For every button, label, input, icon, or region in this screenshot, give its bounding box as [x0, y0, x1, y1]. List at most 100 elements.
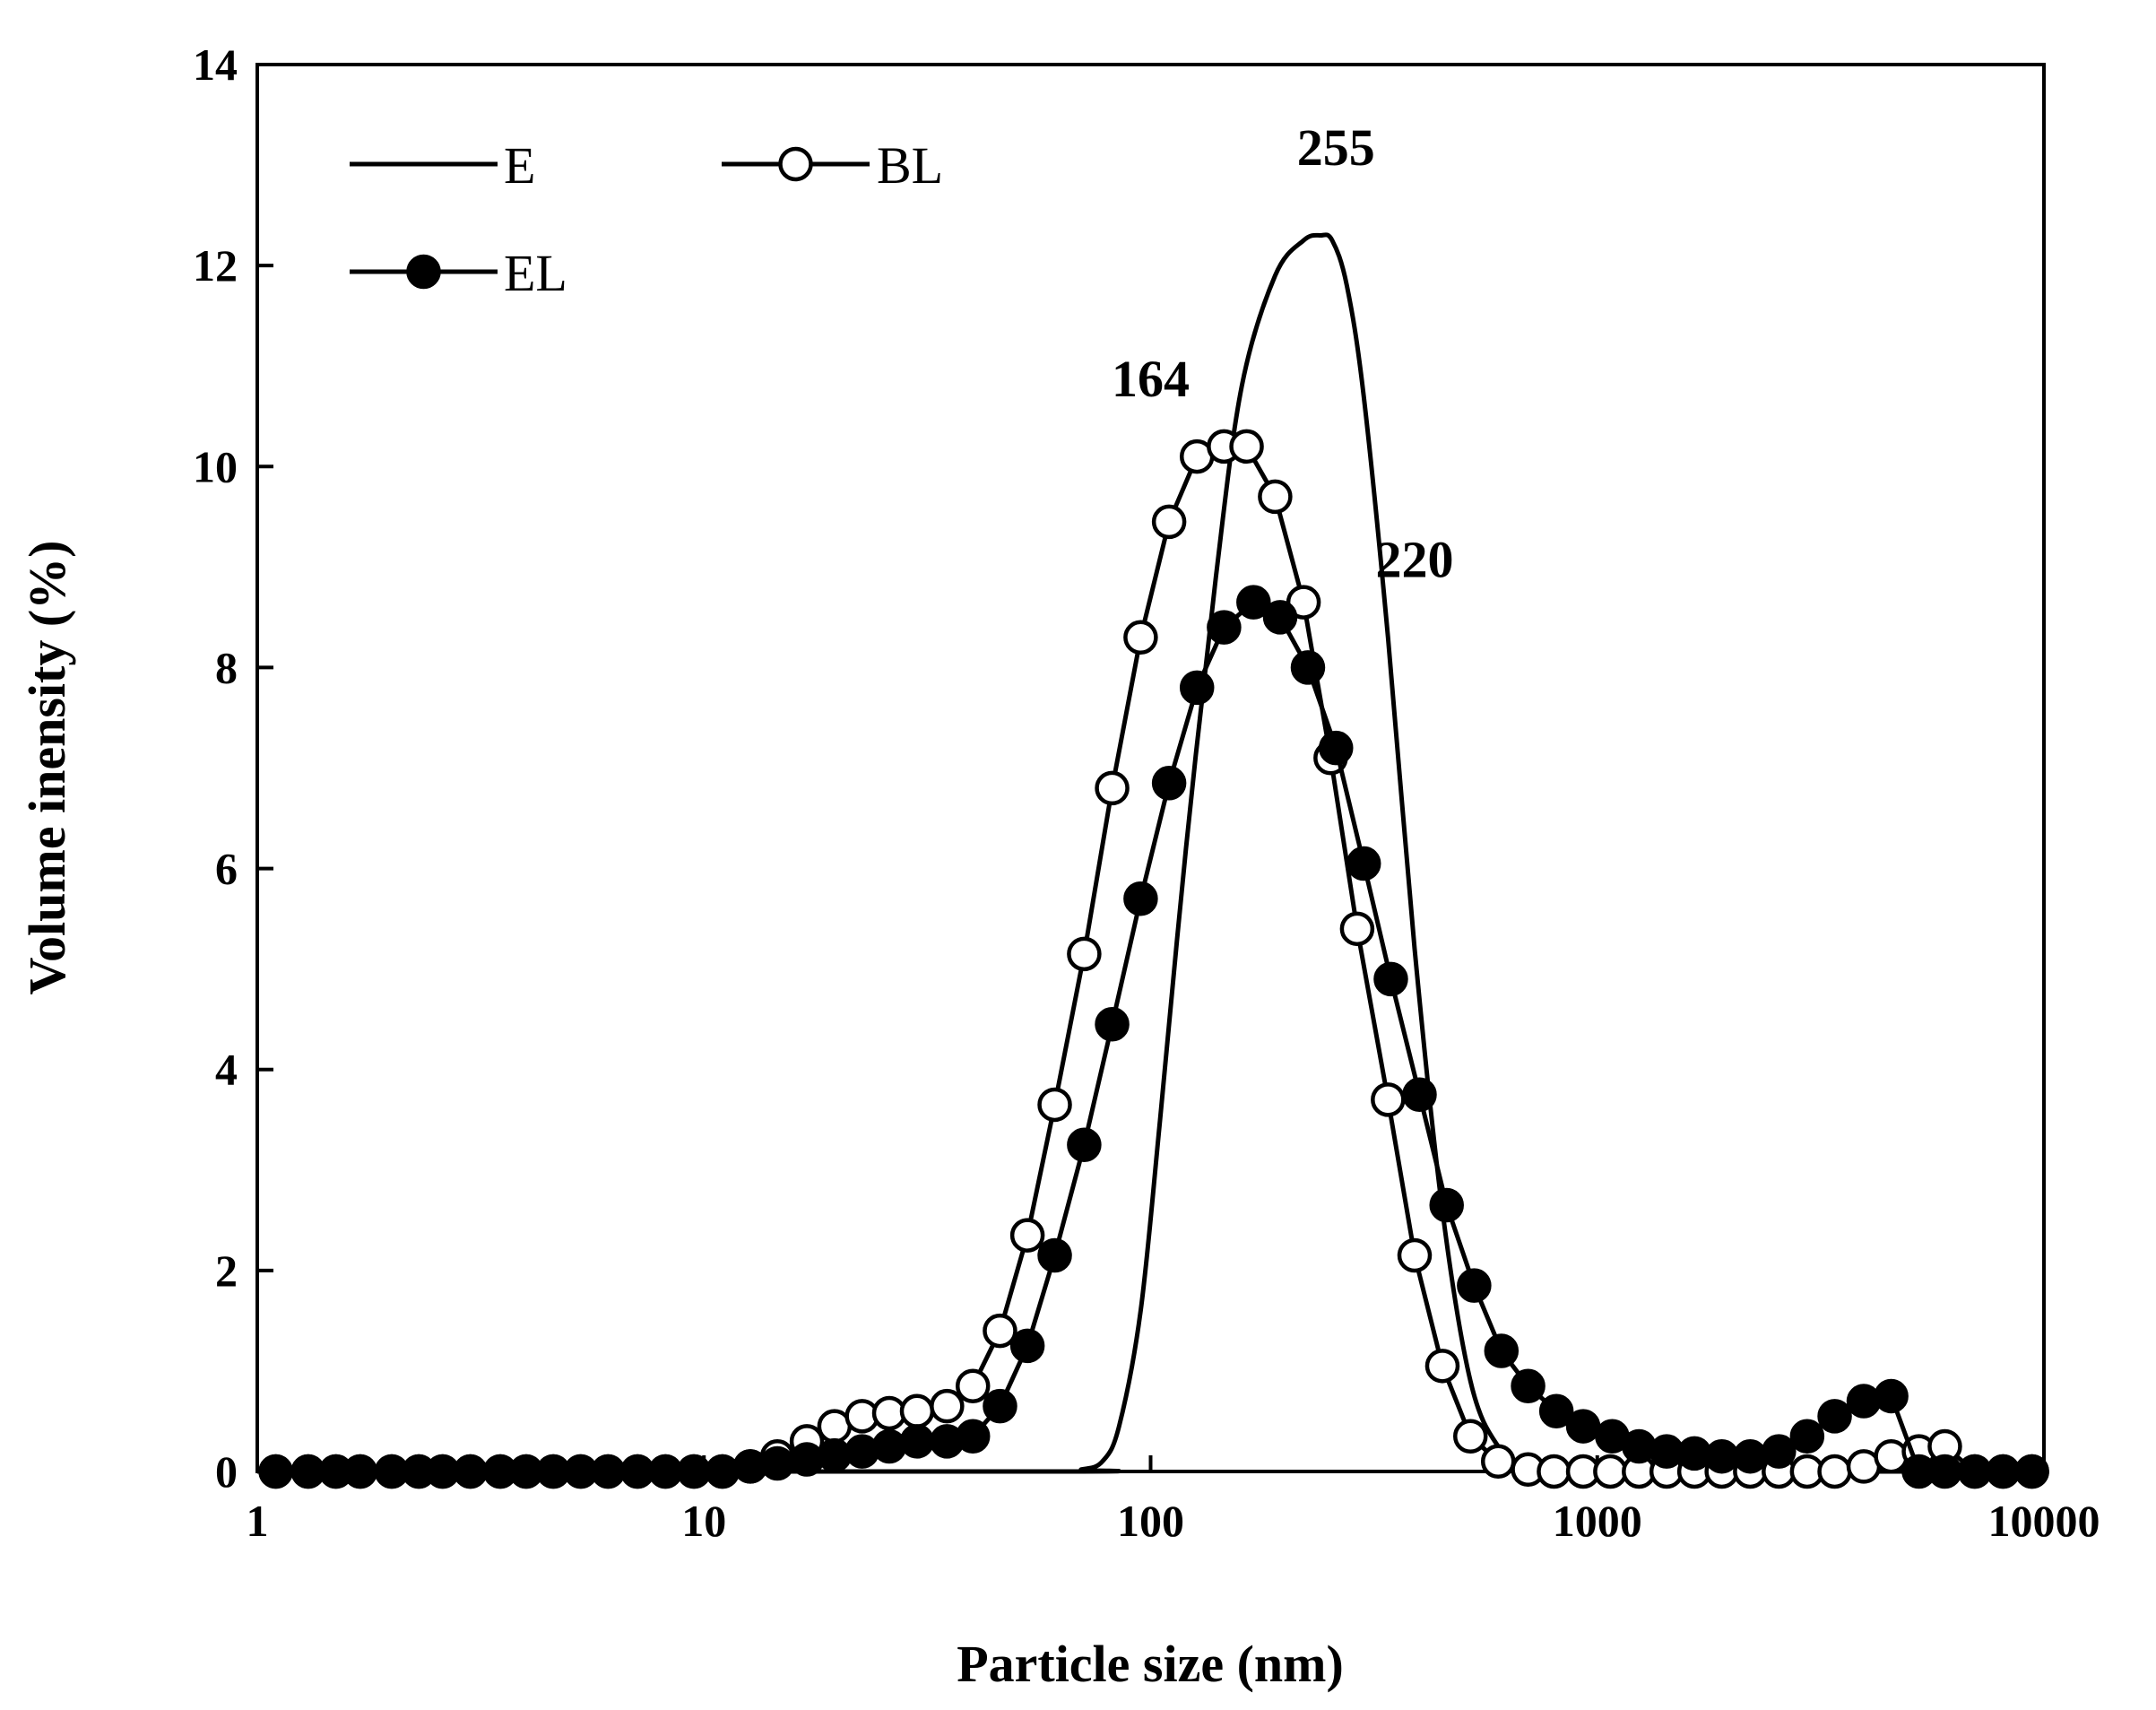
series-el-point: [1986, 1454, 2021, 1489]
series-el-point: [871, 1428, 907, 1464]
series-el-point: [1037, 1237, 1072, 1273]
x-tick-label: 100: [1117, 1496, 1184, 1546]
series-bl-point: [1037, 1087, 1072, 1123]
series-el-point: [789, 1442, 825, 1477]
series-el-point: [1151, 766, 1187, 801]
series-e-line: [257, 232, 2044, 1474]
series-el-point: [2014, 1454, 2049, 1489]
series-el-point: [1319, 730, 1354, 766]
series-el-point: [1874, 1378, 1909, 1414]
series-bl-point: [1537, 1454, 1572, 1489]
x-tick-label: 1000: [1553, 1496, 1642, 1546]
y-tick-label: 6: [215, 844, 238, 894]
series-el-point: [1817, 1399, 1852, 1434]
series-el-point: [258, 1454, 293, 1489]
series-el-point: [1927, 1454, 1962, 1489]
series-el-point: [1207, 610, 1242, 645]
series-el-point: [1484, 1333, 1520, 1368]
y-tick-label: 4: [215, 1045, 238, 1095]
x-tick-label: 10000: [1988, 1496, 2100, 1546]
series-el-point: [817, 1437, 853, 1473]
series-el-point: [1622, 1428, 1657, 1464]
series-el-point: [983, 1388, 1017, 1424]
series-el-point: [1067, 1127, 1102, 1163]
series-bl-line: [275, 444, 2032, 1474]
series-bl-point: [1397, 1237, 1433, 1273]
series-el-point: [1123, 881, 1158, 916]
series-el-point: [1290, 650, 1326, 685]
series-bl-point: [1009, 1218, 1045, 1253]
series-bl-point: [1424, 1349, 1460, 1384]
y-tick-label: 0: [215, 1446, 238, 1497]
series-el-point: [619, 1454, 655, 1489]
series-bl-point: [1480, 1444, 1516, 1480]
series-el-point: [648, 1454, 683, 1489]
legend-e-label: E: [504, 136, 535, 195]
x-axis-title: Particle size (nm): [957, 1635, 1344, 1693]
series-bl-point: [1593, 1454, 1628, 1489]
y-axis-title: Volume inensity (%): [18, 541, 76, 995]
y-tick-label: 12: [193, 240, 238, 291]
series-el-point: [1789, 1419, 1825, 1454]
series-el-point: [1009, 1328, 1045, 1364]
y-tick-label: 2: [215, 1246, 238, 1296]
series-el-point: [1236, 585, 1271, 620]
series-el-point: [342, 1454, 378, 1489]
series-bl-point: [1371, 1082, 1406, 1117]
series-el-point: [1733, 1438, 1768, 1474]
legend-el-label: EL: [504, 244, 567, 302]
series-el-point: [1346, 846, 1381, 881]
series-el-point: [1095, 1007, 1130, 1042]
y-tick-label: 14: [193, 39, 238, 90]
series-bl-point: [1151, 504, 1187, 540]
series-el-point: [1704, 1438, 1739, 1474]
series-el-point: [1511, 1368, 1546, 1403]
series-el-point: [1402, 1077, 1437, 1112]
legend-bl-label: BL: [877, 136, 943, 195]
y-tick-label: 10: [193, 441, 238, 491]
x-tick-label: 1: [247, 1496, 269, 1546]
series-el-point: [1457, 1268, 1492, 1303]
y-tick-label: 8: [215, 642, 238, 692]
peak-annotation-164: 164: [1112, 350, 1190, 408]
peak-annotation-220: 220: [1375, 531, 1453, 589]
series-el-point: [1762, 1434, 1797, 1469]
series-el-point: [1538, 1393, 1574, 1429]
series-bl-point: [930, 1388, 965, 1424]
series-el-point: [676, 1454, 712, 1489]
series-el-point: [1846, 1384, 1882, 1419]
series-bl-point: [1229, 429, 1264, 464]
series-el-point: [1565, 1409, 1601, 1444]
series-bl-point: [1817, 1454, 1852, 1489]
series-el-point: [705, 1454, 740, 1489]
series-bl-point: [1874, 1438, 1909, 1474]
series-el-point: [1373, 961, 1408, 997]
series-bl-point: [955, 1368, 991, 1403]
series-bl-point: [1095, 770, 1130, 806]
x-tick-label: 10: [681, 1496, 726, 1546]
series-el-point: [591, 1454, 626, 1489]
series-bl-point: [983, 1313, 1017, 1349]
series-bl-point: [1258, 479, 1293, 515]
series-bl-point: [1339, 911, 1375, 947]
series-el-point: [899, 1424, 935, 1459]
series-bl-point: [899, 1393, 935, 1429]
series-el-point: [1429, 1187, 1464, 1223]
legend-bl-marker: [778, 146, 813, 182]
series-el-point: [453, 1454, 488, 1489]
series-el-point: [844, 1434, 879, 1469]
series-el-point: [1262, 600, 1298, 635]
series-el-point: [1179, 670, 1215, 706]
series-el-point: [955, 1419, 991, 1454]
legend: E BL EL: [350, 136, 943, 302]
series-el-line: [275, 600, 2032, 1474]
legend-el-marker: [406, 254, 441, 290]
series-bl-point: [1067, 936, 1102, 972]
series-el-point: [759, 1445, 795, 1481]
series-bl-point: [1452, 1419, 1488, 1454]
series-el-point: [1957, 1454, 1993, 1489]
series-bl-point: [1123, 620, 1158, 655]
peak-annotation-255: 255: [1297, 118, 1375, 177]
